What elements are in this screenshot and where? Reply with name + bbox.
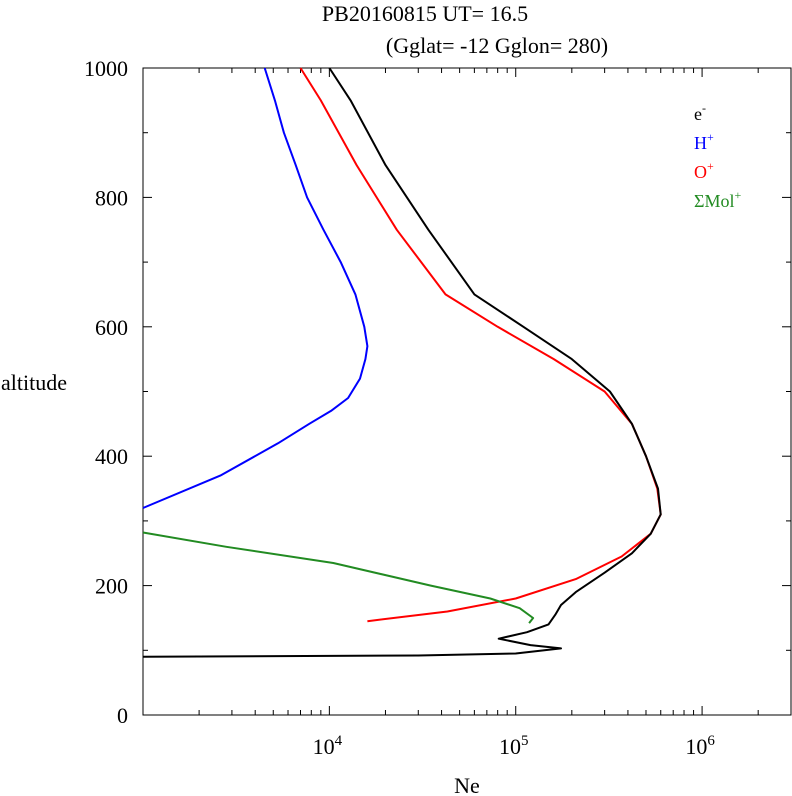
series-line — [142, 67, 369, 509]
y-tick-label: 800 — [95, 185, 128, 210]
y-axis-ticks: 0 200 400 600 800 1000 — [84, 56, 791, 728]
y-tick-label: 0 — [117, 703, 128, 728]
chart-title-line1: PB20160815 UT= 16.5 — [322, 1, 528, 26]
legend-entry: H+ — [694, 130, 714, 153]
y-axis-label: altitude — [1, 370, 67, 395]
legend-entry: O+ — [694, 159, 714, 182]
series-line — [142, 67, 662, 658]
y-tick-label: 200 — [95, 574, 128, 599]
x-tick-label: 104 — [313, 733, 343, 759]
y-tick-label: 1000 — [84, 56, 128, 81]
legend: e- H+ O+ ΣMol+ — [694, 101, 741, 211]
series-layer — [142, 67, 662, 658]
x-tick-label: 106 — [685, 733, 715, 759]
legend-entry: ΣMol+ — [694, 188, 741, 211]
y-tick-label: 600 — [95, 315, 128, 340]
series-line — [142, 531, 535, 624]
series-line — [299, 67, 662, 623]
y-tick-label: 400 — [95, 444, 128, 469]
x-axis-label: Ne — [454, 773, 480, 796]
legend-entry: e- — [694, 101, 706, 124]
x-tick-label: 105 — [499, 733, 529, 759]
chart-title-line2: (Gglat= -12 Gglon= 280) — [386, 33, 608, 58]
x-axis-ticks: 104 105 106 — [198, 68, 759, 759]
